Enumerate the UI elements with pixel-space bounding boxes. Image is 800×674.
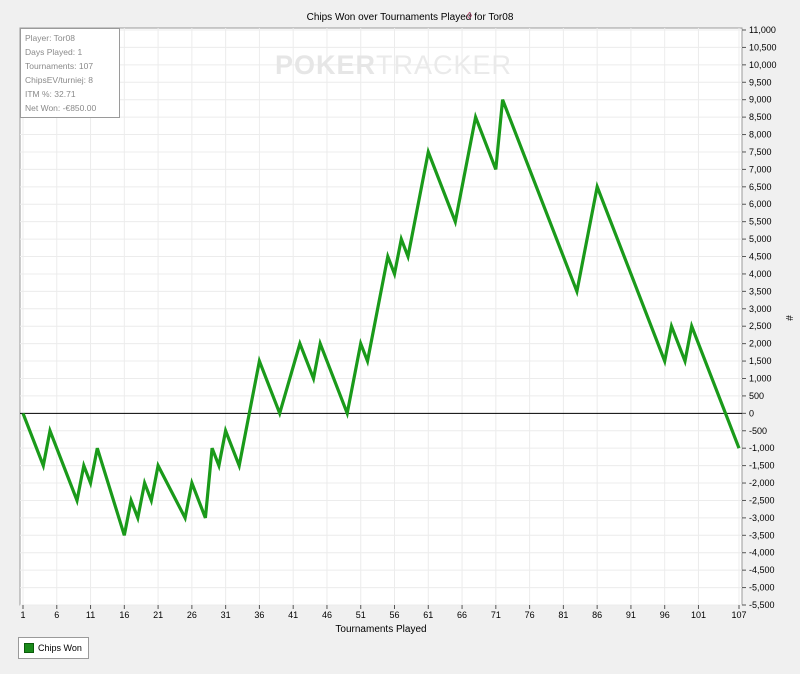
x-tick-label: 16 bbox=[119, 610, 129, 620]
x-axis: 1 6 11 16 21 26 31 36 41 46 51 56 61 66 71 76 81 86 91 96 10… bbox=[20, 605, 747, 620]
y-tick-label: 10,000 bbox=[749, 60, 777, 70]
y-tick-label: 5,500 bbox=[749, 217, 772, 227]
x-tick-label: 107 bbox=[731, 610, 746, 620]
stat-player: Player: Tor08 bbox=[25, 33, 75, 43]
y-tick-label: 2,000 bbox=[749, 339, 772, 349]
y-tick-label: -5,000 bbox=[749, 583, 775, 593]
y-tick-label: 3,000 bbox=[749, 304, 772, 314]
x-tick-label: 76 bbox=[525, 610, 535, 620]
grid bbox=[20, 28, 742, 606]
x-tick-label: 11 bbox=[86, 610, 95, 620]
stats-box: Player: Tor08 Days Played: 1 Tournaments… bbox=[20, 28, 120, 118]
y-axis: -5,500 -5,000 -4,500 -4,000 -3,500 -3,000 -2,5… bbox=[742, 25, 777, 610]
watermark-logo: POKERTRACKER bbox=[275, 50, 513, 80]
x-tick-label: 46 bbox=[322, 610, 332, 620]
x-tick-label: 26 bbox=[187, 610, 197, 620]
y-tick-label: 9,000 bbox=[749, 95, 772, 105]
y-tick-label: 8,000 bbox=[749, 130, 772, 140]
x-axis-label: Tournaments Played bbox=[335, 624, 426, 635]
x-tick-label: 101 bbox=[691, 610, 706, 620]
legend-swatch bbox=[24, 643, 34, 653]
x-tick-label: 6 bbox=[54, 610, 59, 620]
y-tick-label: 7,000 bbox=[749, 164, 772, 174]
y-tick-label: 4,000 bbox=[749, 269, 772, 279]
stat-itm: ITM %: 32.71 bbox=[25, 89, 76, 99]
y-tick-label: -3,500 bbox=[749, 530, 775, 540]
x-tick-label: 21 bbox=[153, 610, 163, 620]
x-tick-label: 71 bbox=[491, 610, 501, 620]
y-tick-label: 1,500 bbox=[749, 356, 772, 366]
y-tick-label: 5,000 bbox=[749, 234, 772, 244]
y-tick-label: 3,500 bbox=[749, 286, 772, 296]
y-tick-label: 9,500 bbox=[749, 77, 772, 87]
y-tick-label: 7,500 bbox=[749, 147, 772, 157]
y-tick-label: 6,500 bbox=[749, 182, 772, 192]
y-tick-label: -4,000 bbox=[749, 548, 775, 558]
stat-tournaments: Tournaments: 107 bbox=[25, 61, 94, 71]
series-line-chips-won bbox=[21, 99, 741, 536]
y-tick-label: -1,500 bbox=[749, 461, 775, 471]
x-tick-label: 36 bbox=[254, 610, 264, 620]
x-tick-label: 56 bbox=[390, 610, 400, 620]
y-tick-label: 1,000 bbox=[749, 373, 772, 383]
y-tick-label: -5,500 bbox=[749, 600, 775, 610]
y-tick-label: -3,000 bbox=[749, 513, 775, 523]
x-tick-label: 51 bbox=[356, 610, 366, 620]
y-tick-label: 11,000 bbox=[749, 25, 776, 35]
series-chips-won bbox=[21, 99, 741, 536]
x-tick-label: 41 bbox=[288, 610, 298, 620]
y-tick-label: 8,500 bbox=[749, 112, 772, 122]
x-tick-label: 91 bbox=[626, 610, 636, 620]
y-tick-label: 0 bbox=[749, 408, 754, 418]
stat-days-played: Days Played: 1 bbox=[25, 47, 83, 57]
y-tick-label: -2,500 bbox=[749, 495, 775, 505]
x-tick-label: 66 bbox=[457, 610, 467, 620]
x-tick-label: 81 bbox=[558, 610, 568, 620]
y-tick-label: 2,500 bbox=[749, 321, 772, 331]
x-tick-label: 96 bbox=[660, 610, 670, 620]
x-tick-label: 86 bbox=[592, 610, 602, 620]
y-axis-label: # bbox=[783, 315, 794, 321]
y-tick-label: -2,000 bbox=[749, 478, 775, 488]
x-tick-label: 31 bbox=[221, 610, 231, 620]
stat-chips-ev: ChipsEV/turniej: 8 bbox=[25, 75, 94, 85]
chart-title: Chips Won over Tournaments Played for To… bbox=[307, 12, 514, 23]
x-tick-label: 61 bbox=[423, 610, 433, 620]
y-tick-label: -1,000 bbox=[749, 443, 775, 453]
y-tick-label: 4,500 bbox=[749, 252, 772, 262]
legend[interactable]: Chips Won bbox=[18, 637, 89, 659]
y-tick-label: -4,500 bbox=[749, 565, 775, 575]
y-tick-label: 10,500 bbox=[749, 42, 777, 52]
stat-net-won: Net Won: -€850.00 bbox=[25, 103, 97, 113]
x-tick-label: 1 bbox=[20, 610, 25, 620]
y-tick-label: 500 bbox=[749, 391, 764, 401]
legend-label: Chips Won bbox=[38, 643, 82, 653]
y-tick-label: -500 bbox=[749, 426, 767, 436]
player-icon: ◊ bbox=[467, 11, 472, 22]
y-tick-label: 6,000 bbox=[749, 199, 772, 209]
